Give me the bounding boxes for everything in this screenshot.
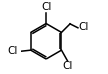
Text: Cl: Cl	[41, 2, 51, 12]
Text: Cl: Cl	[8, 46, 18, 56]
Text: Cl: Cl	[79, 22, 89, 32]
Text: Cl: Cl	[62, 61, 73, 71]
